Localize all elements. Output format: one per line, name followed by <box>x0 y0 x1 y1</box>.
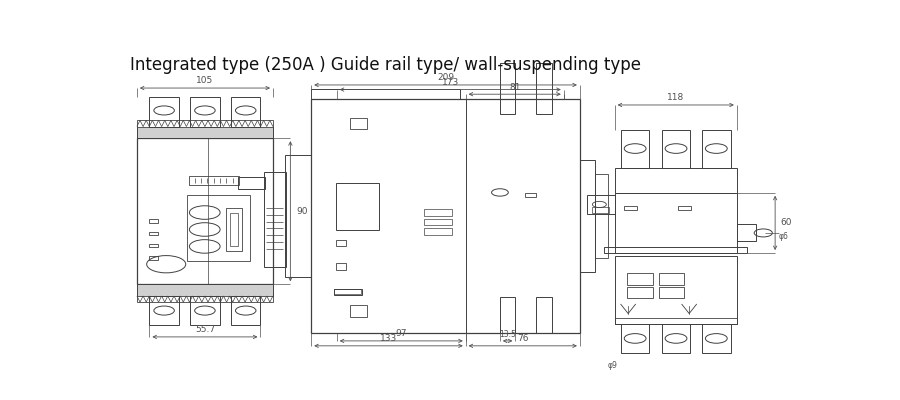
Bar <box>580 160 595 272</box>
Text: 81: 81 <box>509 83 520 92</box>
Text: 105: 105 <box>196 76 213 85</box>
Bar <box>702 130 731 168</box>
Bar <box>536 297 552 333</box>
Bar <box>137 120 273 138</box>
Bar <box>311 90 460 99</box>
Bar <box>627 274 652 285</box>
Bar <box>424 218 452 225</box>
Bar <box>231 296 260 325</box>
Text: 90: 90 <box>296 207 308 216</box>
Bar <box>187 195 250 261</box>
Bar <box>592 207 609 213</box>
Bar <box>149 244 158 247</box>
Bar <box>500 63 516 114</box>
Bar <box>536 63 552 114</box>
Bar <box>149 256 158 260</box>
Text: 118: 118 <box>667 93 684 102</box>
Text: φ6: φ6 <box>778 232 788 240</box>
Bar <box>238 177 266 189</box>
Bar <box>137 284 273 296</box>
Bar <box>230 213 238 246</box>
Bar <box>625 206 637 210</box>
Bar <box>264 172 286 267</box>
Bar <box>336 240 346 246</box>
Bar <box>336 263 346 270</box>
Text: 133: 133 <box>380 334 397 343</box>
Bar <box>334 289 362 296</box>
Bar <box>284 155 311 277</box>
Bar <box>149 97 179 126</box>
Bar <box>702 324 731 353</box>
Bar <box>149 296 179 325</box>
Text: 13.5: 13.5 <box>500 330 516 339</box>
Bar <box>621 324 650 353</box>
Bar <box>587 195 615 214</box>
Text: 173: 173 <box>442 78 459 87</box>
Text: 97: 97 <box>395 329 407 338</box>
Text: 60: 60 <box>780 218 792 228</box>
Bar <box>659 274 684 285</box>
Text: 76: 76 <box>517 334 528 343</box>
Bar <box>659 287 684 298</box>
Bar <box>615 318 737 324</box>
Bar <box>350 305 367 316</box>
Text: φ9: φ9 <box>608 361 617 370</box>
Bar <box>231 97 260 126</box>
Text: 209: 209 <box>437 73 454 82</box>
Bar <box>149 232 158 235</box>
Bar <box>424 228 452 234</box>
Bar <box>525 194 536 197</box>
Bar <box>350 118 367 129</box>
Bar <box>137 126 273 138</box>
Bar <box>615 168 737 193</box>
Bar <box>679 206 690 210</box>
Bar <box>137 138 273 284</box>
Bar <box>595 174 608 258</box>
Bar <box>190 296 220 325</box>
Bar <box>662 130 690 168</box>
Bar <box>190 97 220 126</box>
Text: 55.7: 55.7 <box>195 325 215 334</box>
Bar <box>334 289 361 294</box>
Bar <box>627 287 652 298</box>
Text: Integrated type (250A ) Guide rail type/ wall-suspending type: Integrated type (250A ) Guide rail type/… <box>130 56 641 74</box>
Bar <box>737 224 756 241</box>
Bar <box>226 208 242 251</box>
Bar <box>500 297 516 333</box>
Bar <box>615 256 737 324</box>
Bar <box>311 99 580 333</box>
Bar <box>662 324 690 353</box>
Bar <box>137 284 273 302</box>
Bar <box>424 209 452 216</box>
Bar <box>149 219 158 223</box>
Bar <box>189 176 239 185</box>
Bar <box>604 247 747 253</box>
Bar <box>621 130 650 168</box>
Bar <box>336 183 379 230</box>
Bar <box>615 193 737 253</box>
